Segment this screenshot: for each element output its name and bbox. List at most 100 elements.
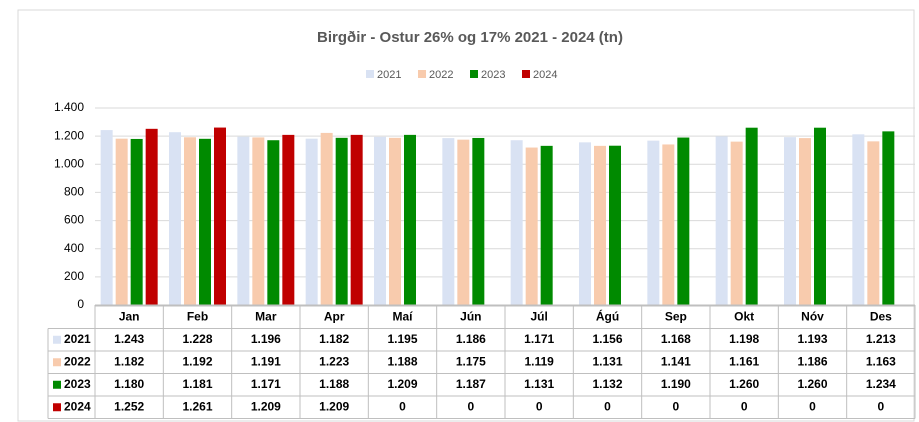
table-cell: 1.223	[319, 354, 349, 368]
table-cell: 1.188	[387, 354, 417, 368]
table-cell: 1.186	[797, 354, 827, 368]
bar	[852, 134, 865, 305]
table-cell: 1.243	[114, 332, 144, 346]
bar	[662, 144, 675, 305]
bar	[472, 137, 485, 305]
legend-swatch	[470, 70, 478, 78]
bar	[442, 138, 455, 305]
table-row-header: 2024	[64, 399, 91, 413]
bar	[647, 140, 660, 305]
table-cell: 1.213	[866, 332, 896, 346]
bar	[350, 134, 363, 305]
y-tick-label: 600	[64, 213, 84, 227]
table-cell: 1.252	[114, 399, 144, 413]
bar	[282, 134, 295, 305]
table-cell: 1.182	[319, 332, 349, 346]
legend-swatch	[366, 70, 374, 78]
table-cell: 1.261	[182, 399, 212, 413]
bar	[374, 136, 386, 305]
x-tick-label: Jan	[119, 309, 140, 323]
x-tick-label: Sep	[665, 309, 687, 323]
legend-swatch	[522, 70, 530, 78]
bar	[320, 132, 333, 305]
bar	[305, 138, 318, 305]
bar	[237, 136, 250, 305]
y-tick-label: 0	[77, 297, 84, 311]
table-cell: 0	[672, 399, 679, 413]
table-cell: 1.193	[797, 332, 827, 346]
legend-label: 2024	[533, 69, 557, 81]
table-cell: 1.186	[456, 332, 486, 346]
table-cell: 0	[809, 399, 816, 413]
bar	[745, 127, 758, 305]
bar	[677, 137, 690, 305]
bar	[799, 138, 811, 305]
table-cell: 1.161	[729, 354, 759, 368]
table-cell: 1.168	[661, 332, 691, 346]
table-cell: 1.119	[524, 354, 554, 368]
table-cell: 1.188	[319, 377, 349, 391]
y-tick-label: 1.400	[54, 100, 84, 114]
bar	[199, 138, 211, 305]
bar	[814, 127, 826, 305]
table-row-header: 2021	[64, 332, 91, 346]
table-cell: 1.198	[729, 332, 759, 346]
bar	[214, 127, 226, 305]
bar	[457, 139, 470, 305]
bar	[145, 128, 158, 305]
bar	[540, 145, 553, 305]
bar	[510, 140, 523, 305]
table-cell: 0	[399, 399, 406, 413]
x-tick-label: Jún	[460, 309, 481, 323]
bar	[609, 145, 621, 305]
table-row-header: 2022	[64, 354, 91, 368]
x-tick-label: Des	[870, 309, 892, 323]
legend-key	[53, 380, 61, 389]
table-cell: 0	[741, 399, 748, 413]
y-tick-label: 1.200	[54, 128, 84, 142]
bar	[579, 142, 591, 305]
bar	[882, 131, 895, 305]
table-cell: 1.141	[661, 354, 691, 368]
table-cell: 1.209	[387, 377, 417, 391]
table-cell: 1.163	[866, 354, 896, 368]
table-cell: 1.228	[182, 332, 212, 346]
table-cell: 1.234	[866, 377, 896, 391]
table-cell: 0	[877, 399, 884, 413]
x-tick-label: Júl	[530, 309, 547, 323]
bar	[252, 137, 265, 305]
table-cell: 0	[467, 399, 474, 413]
bar	[169, 132, 181, 305]
legend-key	[53, 403, 61, 412]
chart-title: Birgðir - Ostur 26% og 17% 2021 - 2024 (…	[317, 29, 623, 46]
y-tick-label: 1.000	[54, 156, 84, 170]
bar	[784, 137, 796, 305]
table-cell: 1.180	[114, 377, 144, 391]
table-cell: 1.190	[661, 377, 691, 391]
x-tick-label: Mar	[255, 309, 277, 323]
bar	[404, 134, 416, 305]
legend-label: 2022	[429, 69, 453, 81]
table-cell: 1.171	[251, 377, 281, 391]
table-cell: 0	[536, 399, 543, 413]
bar	[115, 138, 128, 305]
table-cell: 1.192	[182, 354, 212, 368]
bar	[525, 147, 538, 305]
x-tick-label: Okt	[734, 309, 754, 323]
table-cell: 1.209	[319, 399, 349, 413]
legend-label: 2023	[481, 69, 505, 81]
legend-key	[53, 335, 61, 344]
table-cell: 0	[604, 399, 611, 413]
table-row-header: 2023	[64, 377, 91, 391]
legend-label: 2021	[377, 69, 401, 81]
bar	[867, 141, 880, 305]
bar	[130, 138, 143, 305]
bar	[389, 137, 401, 305]
bar	[184, 137, 196, 305]
bar	[335, 137, 348, 305]
table-cell: 1.260	[797, 377, 827, 391]
x-tick-label: Nóv	[801, 309, 824, 323]
x-tick-label: Ágú	[596, 308, 619, 323]
